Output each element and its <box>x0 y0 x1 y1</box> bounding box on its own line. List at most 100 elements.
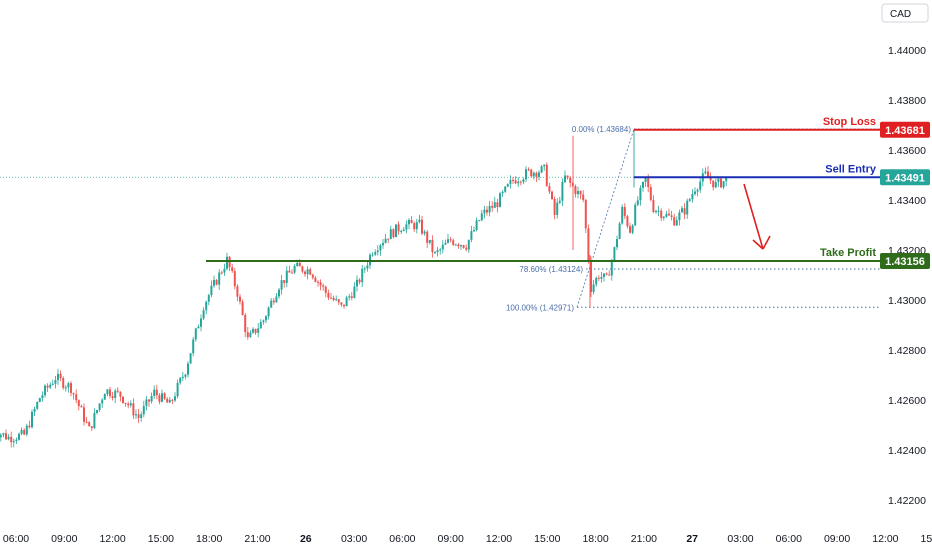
candle-body <box>33 408 36 412</box>
x-tick-label: 06:00 <box>776 533 802 545</box>
candle-body <box>374 252 377 255</box>
y-tick-label: 1.43000 <box>888 295 926 307</box>
candle-body <box>673 217 676 226</box>
candle-body <box>415 222 418 230</box>
candle-body <box>98 403 101 411</box>
price-axis-panel[interactable] <box>880 0 932 550</box>
y-tick-label: 1.43800 <box>888 95 926 107</box>
stop-loss-price-tag[interactable] <box>880 121 930 138</box>
candle-body <box>101 399 104 404</box>
candle-body <box>626 216 629 227</box>
y-tick-label: 1.43400 <box>888 195 926 207</box>
fibonacci-retracement[interactable]: 0.00% (1.43684) 78.60% (1.43124) 100.00% (… <box>506 125 880 312</box>
candle-body <box>538 172 540 177</box>
candle-body <box>168 399 171 403</box>
candle-body <box>665 213 668 217</box>
x-tick-label: 18:00 <box>582 533 608 545</box>
y-tick-label: 1.42600 <box>888 395 926 407</box>
y-tick-label: 1.42400 <box>888 445 926 457</box>
candle-body <box>148 399 150 402</box>
candle-body <box>397 224 400 232</box>
candle-body <box>41 395 44 399</box>
candle-body <box>197 326 200 329</box>
candle-body <box>72 393 75 395</box>
candle-body <box>249 332 252 338</box>
candle-body <box>712 180 715 188</box>
candle-body <box>379 245 382 251</box>
candle-body <box>343 304 345 307</box>
arrow-shaft <box>743 183 764 250</box>
candle-body <box>12 440 15 443</box>
take-profit-price-tag[interactable] <box>880 253 930 269</box>
x-tick-label: 18:00 <box>196 533 222 545</box>
candle-body <box>616 239 618 248</box>
candle-body <box>103 394 106 400</box>
candle-body <box>514 180 517 184</box>
currency-badge[interactable] <box>881 3 929 23</box>
candle-body <box>590 260 592 293</box>
x-axis-ticks: 06:00 09:00 12:00 15:00 18:00 21:00 26 03:00 06:… <box>3 533 932 545</box>
fib-trendline[interactable] <box>576 128 635 308</box>
candle-body <box>298 262 301 267</box>
candle-body <box>535 172 538 177</box>
candle-body <box>83 407 85 422</box>
candle-body <box>322 285 325 287</box>
candle-body <box>350 296 353 298</box>
candle-body <box>444 242 447 245</box>
candle-body <box>345 297 348 307</box>
candle-body <box>285 270 288 283</box>
trade-levels[interactable]: Stop Loss 1.43681 Sell Entry 1.43491 Take Pr… <box>206 116 930 269</box>
stop-loss-price-text: 1.43681 <box>885 125 925 137</box>
candle-body <box>488 205 491 213</box>
candle-body <box>80 406 83 408</box>
candle-body <box>337 299 340 303</box>
candle-body <box>114 390 117 399</box>
candle-body <box>577 190 579 195</box>
candle-body <box>499 193 501 208</box>
time-axis-panel[interactable] <box>0 530 880 550</box>
candle-body <box>145 399 148 406</box>
x-tick-label: 06:00 <box>389 533 415 545</box>
candle-body <box>629 226 631 233</box>
candle-body <box>709 177 712 181</box>
candle-body <box>0 434 2 438</box>
candle-body <box>566 175 569 178</box>
candle-body <box>257 328 260 333</box>
take-profit-label: Take Profit <box>820 247 876 259</box>
candle-body <box>181 376 184 378</box>
candle-body <box>558 200 561 203</box>
sell-entry-price-tag[interactable] <box>880 169 930 186</box>
y-tick-label: 1.42200 <box>888 495 926 507</box>
candle-body <box>23 429 26 435</box>
candle-body <box>7 436 10 440</box>
candle-body <box>176 382 179 397</box>
candle-body <box>187 363 189 375</box>
candle-body <box>678 212 681 221</box>
x-tick-label: 21:00 <box>631 533 657 545</box>
candle-body <box>462 245 465 248</box>
candle-body <box>96 410 98 413</box>
candle-body <box>418 219 421 223</box>
candle-body <box>525 169 527 180</box>
candle-body <box>467 239 470 250</box>
candle-body <box>644 178 647 182</box>
candle-body <box>517 181 520 184</box>
candle-body <box>431 239 434 253</box>
fib-label-bottom: 100.00% (1.42971) <box>506 303 574 312</box>
candle-body <box>220 272 223 274</box>
candle-body <box>595 277 598 285</box>
candle-body <box>252 328 254 333</box>
candle-body <box>5 433 7 440</box>
candle-body <box>449 239 452 241</box>
candle-body <box>465 247 468 250</box>
candle-body <box>410 219 413 224</box>
candle-body <box>356 279 358 287</box>
y-tick-label: 1.43600 <box>888 145 926 157</box>
candle-body <box>660 210 663 219</box>
candle-body <box>694 191 696 194</box>
candle-body <box>116 390 119 392</box>
candle-body <box>725 177 728 182</box>
candle-body <box>714 181 717 188</box>
